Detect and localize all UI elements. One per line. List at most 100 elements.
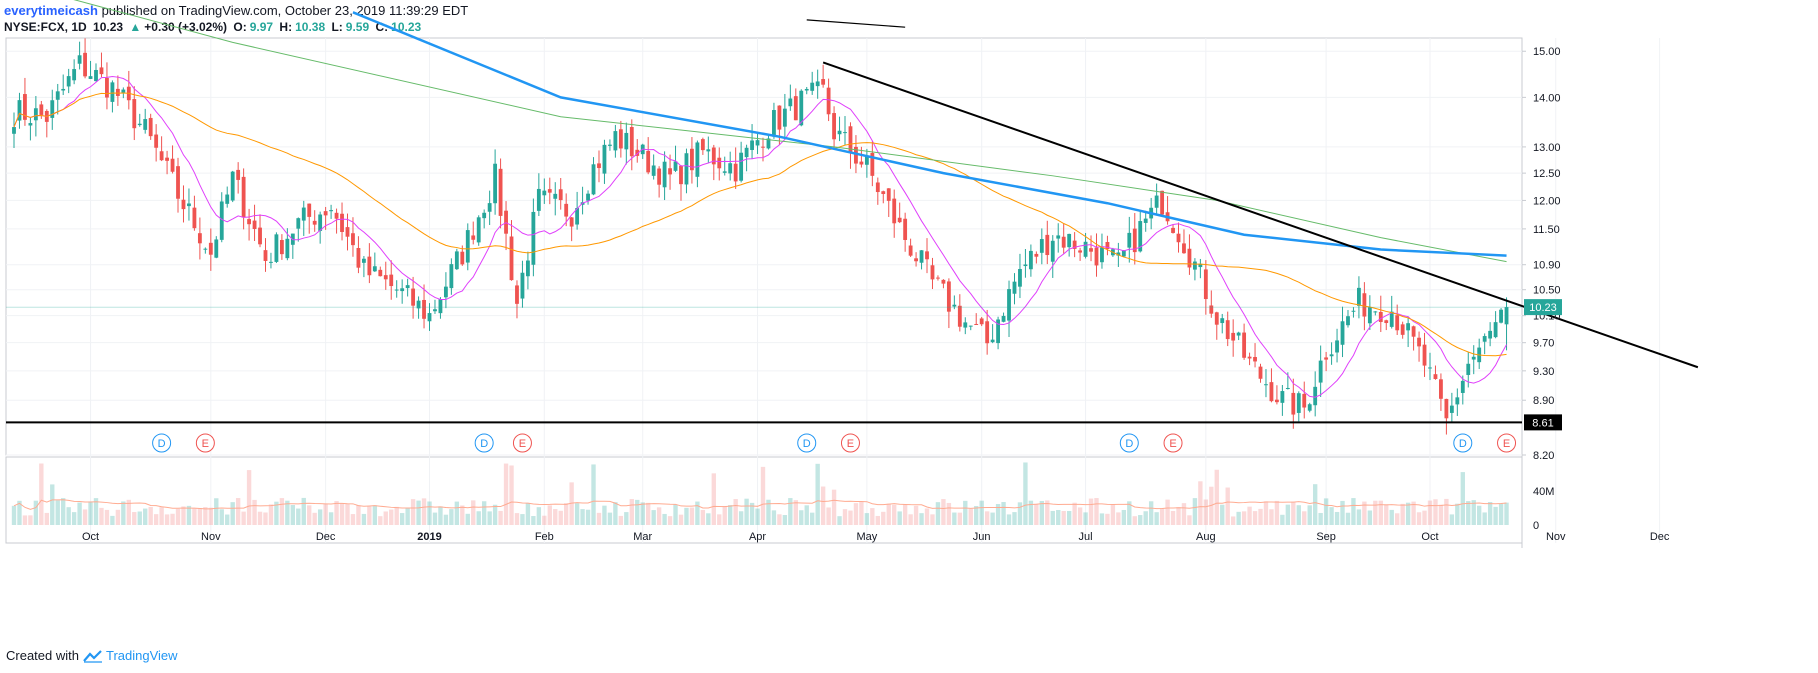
candle-body (1449, 405, 1454, 413)
volume-bar (886, 503, 891, 525)
candle-body (1187, 248, 1192, 268)
volume-bar (1455, 503, 1460, 525)
candle-body (416, 300, 421, 309)
candle-body (602, 144, 607, 174)
volume-bar (1072, 502, 1077, 525)
dividend-marker[interactable]: D (1453, 433, 1473, 453)
event-label: E (847, 438, 854, 450)
candle-body (1280, 391, 1285, 403)
candle-body (121, 89, 126, 93)
candle-body (946, 281, 951, 312)
candle-body (17, 100, 22, 121)
volume-bar (148, 506, 153, 525)
tradingview-link[interactable]: TradingView (83, 648, 178, 663)
dividend-marker[interactable]: D (1119, 433, 1139, 453)
candle-body (1192, 261, 1197, 270)
volume-bar (1121, 509, 1127, 525)
candle-body (968, 325, 973, 327)
price-tick-label: 11.50 (1533, 224, 1560, 236)
candle-body (1340, 321, 1345, 345)
candle-body (225, 194, 230, 204)
volume-bar (646, 502, 651, 525)
candle-body (400, 288, 405, 292)
candle-body (629, 127, 634, 157)
volume-bar (1318, 512, 1323, 525)
volume-bar (984, 511, 990, 525)
candle-body (1231, 332, 1236, 341)
candle-body (23, 94, 27, 120)
candle-body (77, 55, 82, 64)
candle-body (1171, 227, 1175, 233)
volume-bar (115, 509, 121, 525)
volume-bar (684, 507, 689, 525)
volume-bar (935, 502, 941, 525)
candle-body (793, 96, 798, 121)
candle-body (1209, 305, 1214, 314)
candle-body (340, 213, 344, 233)
author-link[interactable]: everytimeicash (4, 3, 98, 18)
dividend-marker[interactable]: D (152, 433, 172, 453)
volume-bar (990, 512, 995, 525)
publish-line: everytimeicash published on TradingView.… (4, 3, 468, 18)
volume-group (11, 462, 1509, 525)
candle-body (1012, 281, 1017, 294)
volume-bar (33, 500, 39, 525)
volume-bar (820, 486, 826, 525)
volume-bar (1487, 502, 1493, 525)
candle-body (536, 188, 541, 211)
candle-body (143, 119, 148, 130)
volume-bar (503, 463, 509, 525)
candle-body (219, 201, 224, 240)
volume-bar (1340, 500, 1345, 525)
candle-body (810, 82, 815, 91)
candle-body (1072, 240, 1077, 249)
candle-body (465, 230, 470, 263)
volume-bar (175, 508, 181, 525)
high-value: 10.38 (295, 20, 326, 34)
volume-bar (837, 516, 842, 525)
candle-body (329, 210, 334, 212)
volume-bar (941, 499, 946, 525)
candle-body (181, 199, 186, 210)
volume-bar (416, 500, 421, 525)
candle-body (1039, 239, 1044, 253)
volume-bar (285, 500, 290, 525)
earnings-marker[interactable]: E (1497, 433, 1517, 453)
candle-body (422, 299, 426, 319)
candle-body (66, 76, 71, 87)
volume-bar (1045, 500, 1050, 525)
candle-body (1378, 311, 1383, 322)
earnings-marker[interactable]: E (840, 433, 860, 453)
volume-bar (438, 506, 443, 525)
candle-body (1116, 252, 1121, 256)
volume-bar (11, 505, 17, 525)
candle-body (1428, 367, 1432, 369)
volume-bar (1148, 501, 1154, 525)
candle-body (301, 207, 306, 221)
volume-bar (563, 503, 569, 525)
candle-body (137, 123, 142, 126)
volume-bar (1083, 512, 1088, 525)
open-label: O: (233, 20, 247, 34)
volume-bar (427, 501, 432, 525)
dividend-marker[interactable]: D (474, 433, 494, 453)
volume-bar (1077, 507, 1083, 525)
candle-body (1324, 357, 1329, 360)
time-axis-label: Oct (82, 531, 99, 543)
volume-bar (952, 512, 957, 525)
candle-body (646, 150, 651, 173)
volume-bar (241, 511, 246, 525)
volume-bar (1192, 498, 1198, 525)
earnings-marker[interactable]: E (512, 433, 532, 453)
candle-body (72, 69, 77, 81)
dividend-marker[interactable]: D (797, 433, 817, 453)
earnings-marker[interactable]: E (195, 433, 215, 453)
volume-bar (252, 499, 257, 525)
ma-mid-line (13, 92, 1507, 357)
earnings-marker[interactable]: E (1163, 433, 1183, 453)
volume-bar (596, 512, 602, 525)
candle-body (1176, 233, 1181, 243)
volume-bar (214, 498, 219, 525)
time-axis-label: Dec (1650, 531, 1670, 543)
